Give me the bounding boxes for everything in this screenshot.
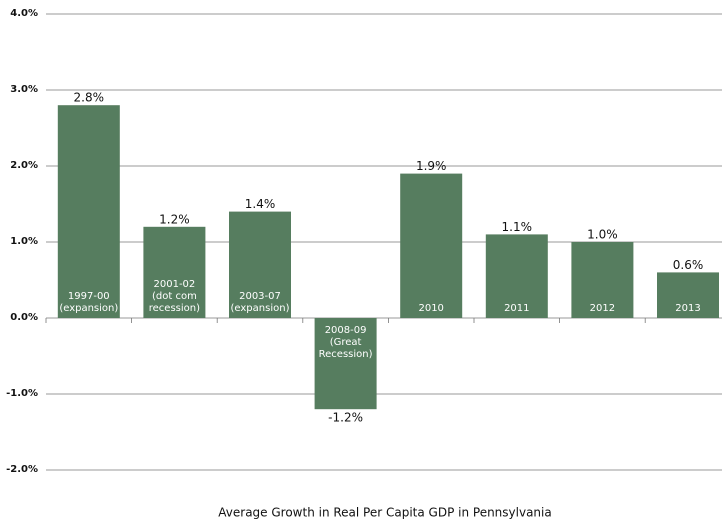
category-label: 2001-02 (dot com recession) (149, 279, 200, 314)
category-label: 2003-07 (expansion) (231, 291, 290, 314)
y-tick-label: 4.0% (10, 8, 38, 19)
bar (571, 242, 634, 318)
y-tick-label: 2.0% (10, 160, 38, 171)
chart-title: Average Growth in Real Per Capita GDP in… (218, 506, 551, 520)
bar (57, 105, 120, 318)
value-label: 1.4% (245, 197, 276, 211)
bar (485, 234, 548, 318)
y-tick-label: 1.0% (10, 236, 38, 247)
value-label: 1.1% (502, 220, 533, 234)
category-label: 2010 (418, 303, 443, 314)
y-tick-label: 3.0% (10, 84, 38, 95)
bar (314, 318, 377, 410)
bar (400, 173, 463, 318)
value-label: 1.0% (587, 228, 618, 242)
category-label: 2013 (675, 303, 700, 314)
value-label: -1.2% (328, 411, 363, 425)
category-label: 2012 (590, 303, 615, 314)
bar (229, 211, 291, 318)
bar (143, 226, 206, 318)
y-tick-label: -1.0% (6, 388, 38, 399)
category-label: 2011 (504, 303, 529, 314)
value-label: 1.2% (159, 212, 190, 226)
y-tick-label: 0.0% (10, 312, 38, 323)
category-label: 2008-09 (Great Recession) (319, 325, 373, 360)
value-label: 2.8% (74, 91, 105, 105)
bar (657, 272, 719, 318)
value-label: 1.9% (416, 159, 447, 173)
category-label: 1997-00 (expansion) (59, 291, 118, 314)
y-tick-label: -2.0% (6, 464, 38, 475)
value-label: 0.6% (673, 258, 704, 272)
